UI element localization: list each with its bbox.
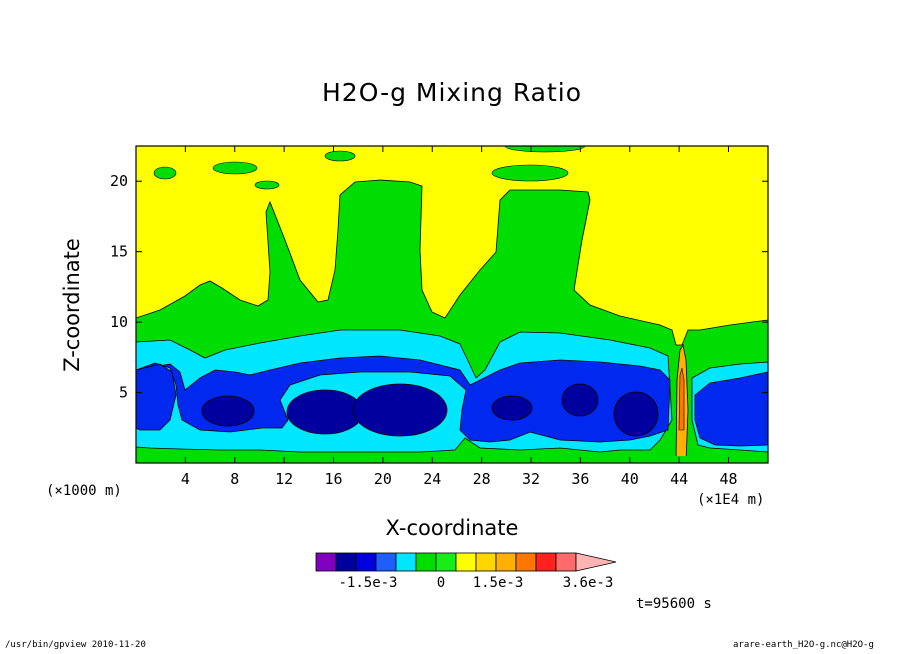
speck: [212, 161, 258, 175]
x-ticks: 4 8 12 16 20 24 28 32 36 40 44 48: [181, 146, 738, 488]
plot-frame: [135, 145, 769, 464]
level-deep-blue: [352, 383, 448, 437]
colorbar-label: 3.6e-3: [563, 575, 614, 591]
colorbar: -1.5e-3 0 1.5e-3 3.6e-3: [315, 552, 617, 591]
y-tick-label: 5: [119, 384, 128, 402]
level-deep-blue: [201, 395, 255, 427]
speck: [153, 166, 177, 180]
x-tick-label: 44: [670, 470, 688, 488]
colorbar-swatch: [375, 552, 397, 572]
footer-program: /usr/bin/gpview 2010-11-20: [5, 640, 146, 650]
x-axis-label: X-coordinate: [385, 516, 519, 540]
surface-green: [136, 456, 768, 463]
colorbar-swatch: [355, 552, 377, 572]
contour-field: [136, 146, 768, 463]
colorbar-swatch: [535, 552, 557, 572]
colorbar-swatch: [515, 552, 537, 572]
x-tick-label: 20: [374, 470, 392, 488]
footer-source: arare-earth_H2O-g.nc@H2O-g: [733, 640, 874, 650]
x-tick-label: 48: [719, 470, 737, 488]
level-red-plume: [678, 367, 685, 431]
x-tick-label: 16: [324, 470, 342, 488]
level-deep-blue: [491, 395, 533, 421]
x-tick-label: 4: [181, 470, 190, 488]
level-deep-blue: [561, 383, 599, 417]
colorbar-swatch: [395, 552, 417, 572]
x-tick-label: 36: [571, 470, 589, 488]
colorbar-swatch: [475, 552, 497, 572]
x-unit-right: (×1E4 m): [697, 492, 765, 508]
colorbar-swatch: [455, 552, 477, 572]
x-tick-label: 32: [522, 470, 540, 488]
colorbar-label: 0: [437, 575, 445, 591]
chart-title: H2O-g Mixing Ratio: [321, 78, 583, 107]
speck: [504, 146, 586, 153]
x-tick-label: 12: [275, 470, 293, 488]
colorbar-label: 1.5e-3: [473, 575, 524, 591]
time-label: t=95600 s: [636, 596, 712, 612]
colorbar-swatch: [435, 552, 457, 572]
level-blue-right: [694, 371, 768, 447]
colorbar-swatch: [495, 552, 517, 572]
y-tick-label: 10: [110, 313, 128, 331]
y-tick-label: 20: [110, 172, 128, 190]
y-ticks: 5 10 15 20: [110, 172, 768, 402]
x-tick-label: 40: [621, 470, 639, 488]
x-unit-left: (×1000 m): [46, 483, 122, 499]
level-deep-blue: [613, 391, 659, 437]
speck: [324, 150, 356, 162]
level-blue: [136, 363, 177, 431]
colorbar-swatch: [415, 552, 437, 572]
x-tick-label: 8: [230, 470, 239, 488]
colorbar-label: -1.5e-3: [338, 575, 397, 591]
level-deep-blue: [286, 389, 364, 435]
y-tick-label: 15: [110, 243, 128, 261]
speck: [491, 164, 569, 182]
x-tick-label: 28: [473, 470, 491, 488]
speck: [254, 180, 280, 190]
colorbar-swatch: [335, 552, 357, 572]
colorbar-swatch: [555, 552, 577, 572]
x-tick-label: 24: [423, 470, 441, 488]
level-blue: [136, 355, 671, 443]
colorbar-swatch: [315, 552, 337, 572]
colorbar-extend-arrow: [575, 552, 617, 572]
